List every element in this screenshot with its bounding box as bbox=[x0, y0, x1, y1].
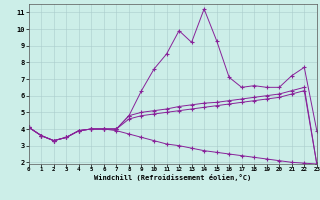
X-axis label: Windchill (Refroidissement éolien,°C): Windchill (Refroidissement éolien,°C) bbox=[94, 174, 252, 181]
